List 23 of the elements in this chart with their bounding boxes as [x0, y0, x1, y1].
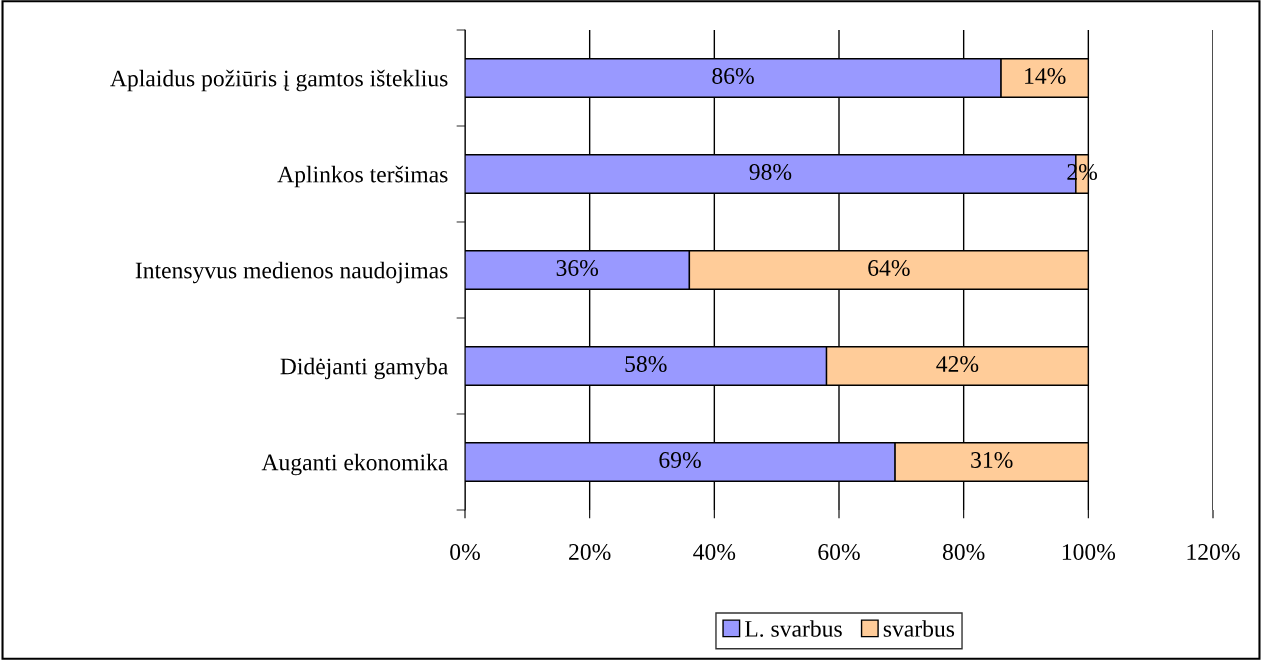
- y-tick-label: Aplaidus požiūris į gamtos išteklius: [110, 69, 448, 92]
- data-label: 36%: [556, 259, 599, 276]
- x-tick-label: 0%: [450, 544, 480, 561]
- data-label: 14%: [1025, 67, 1066, 84]
- data-label: 58%: [625, 355, 667, 372]
- y-tick-label: Intensyvus medienos naudojimas: [135, 261, 448, 284]
- legend-label: svarbus: [883, 620, 955, 637]
- x-tick-label: 40%: [693, 544, 736, 561]
- x-tick-label: 100%: [1062, 544, 1116, 561]
- data-label: 31%: [971, 451, 1013, 468]
- y-tick-label: Didėjanti gamyba: [280, 357, 449, 380]
- x-tick-label: 80%: [942, 544, 985, 561]
- legend-label: L. svarbus: [744, 620, 842, 637]
- x-tick-label: 120%: [1187, 544, 1240, 561]
- data-label: 98%: [749, 163, 792, 180]
- y-tick-label: Aplinkos teršimas: [277, 165, 448, 188]
- data-label: 42%: [936, 355, 979, 372]
- x-tick-label: 60%: [818, 544, 860, 561]
- x-tick-label: 20%: [569, 544, 611, 561]
- data-label: 86%: [712, 67, 754, 84]
- y-tick-label: Auganti ekonomika: [261, 453, 449, 476]
- data-label: 69%: [659, 451, 701, 468]
- data-label: 64%: [868, 259, 910, 276]
